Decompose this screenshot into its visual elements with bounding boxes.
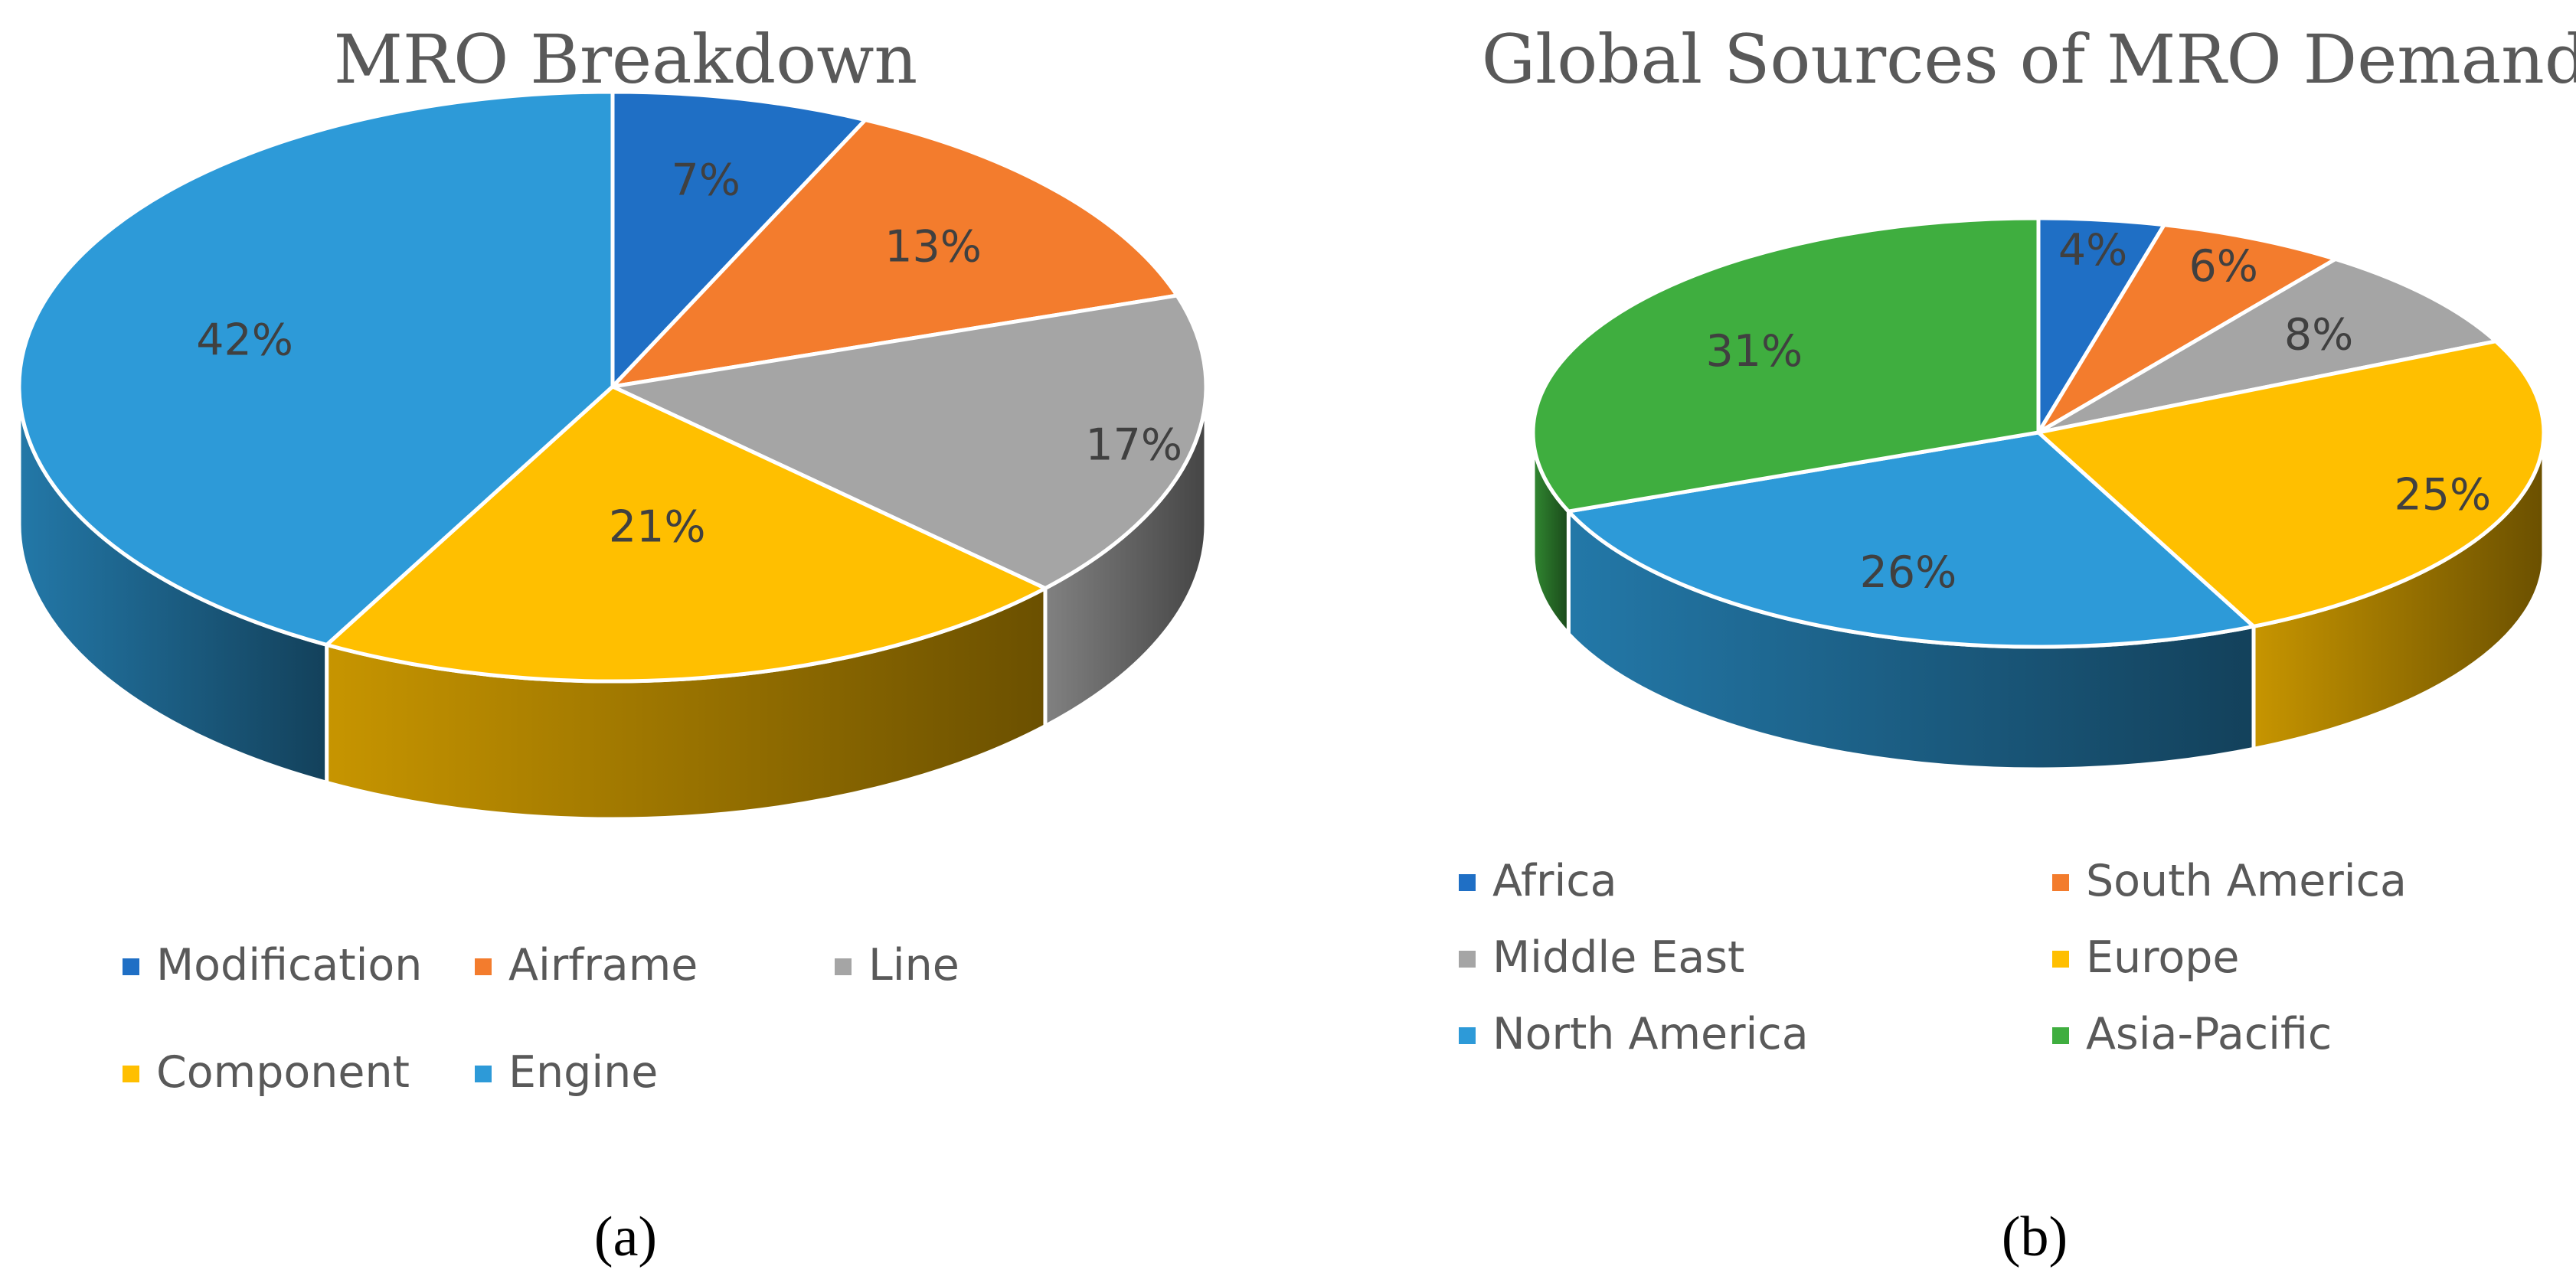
chart-b-title: Global Sources of MRO Demand: [1482, 20, 2576, 99]
chart-b-data-label-south-america: 6%: [2189, 241, 2257, 292]
chart-b-data-label-north-america: 26%: [1860, 547, 1957, 598]
chart-a-data-label-component: 21%: [609, 502, 706, 553]
chart-b-data-labels: 4% 6% 8% 25% 26% 31%: [1705, 225, 2491, 598]
chart-a-legend-label-modification: Modification: [156, 940, 422, 991]
chart-a-legend-swatch-modification: [123, 958, 139, 975]
chart-a-slices: [17, 90, 1208, 684]
chart-a-data-label-modification: 7%: [672, 155, 740, 205]
chart-a-legend-label-engine: Engine: [508, 1047, 658, 1098]
chart-b-data-label-middle-east: 8%: [2284, 309, 2353, 360]
chart-b-legend-label-middle-east: Middle East: [1492, 932, 1744, 983]
chart-b-data-label-asia-pacific: 31%: [1705, 326, 1803, 377]
chart-a-legend-label-line: Line: [868, 940, 959, 991]
chart-a-title: MRO Breakdown: [334, 20, 917, 99]
chart-b-legend-item-europe: Europe: [2052, 932, 2239, 983]
chart-a-legend-swatch-engine: [475, 1066, 492, 1082]
chart-a-legend-swatch-component: [123, 1066, 139, 1082]
chart-b-legend-item-asia-pacific: Asia-Pacific: [2052, 1009, 2332, 1059]
chart-a-legend-swatch-airframe: [475, 958, 492, 975]
chart-b-legend-item-middle-east: Middle East: [1459, 932, 1744, 983]
chart-b-legend-item-africa: Africa: [1459, 856, 1617, 906]
chart-b-legend-item-north-america: North America: [1459, 1009, 1809, 1059]
chart-b-pie: 4% 6% 8% 25% 26% 31%: [1531, 216, 2546, 772]
chart-a-data-label-airframe: 13%: [884, 222, 982, 273]
chart-b-legend-label-asia-pacific: Asia-Pacific: [2086, 1009, 2332, 1059]
chart-b-legend-swatch-middle-east: [1459, 951, 1476, 968]
chart-b-legend-swatch-europe: [2052, 951, 2069, 968]
chart-a-slice-airframe: [610, 118, 1179, 389]
chart-b-slice-south-america: [2036, 223, 2338, 435]
chart-b-data-label-europe: 25%: [2394, 470, 2491, 521]
chart-a-legend-swatch-line: [835, 958, 852, 975]
chart-a-data-label-engine: 42%: [196, 315, 293, 366]
chart-a-data-label-line: 17%: [1085, 420, 1182, 471]
chart-b-slice-asia-pacific: [1531, 216, 2041, 514]
chart-a-legend-item-engine: Engine: [475, 1047, 658, 1098]
chart-a-legend-item-airframe: Airframe: [475, 940, 698, 991]
chart-b-legend-item-south-america: South America: [2052, 856, 2407, 906]
chart-b-slices: [1531, 216, 2546, 649]
chart-b-legend-label-north-america: North America: [1492, 1009, 1809, 1059]
chart-a-legend-item-component: Component: [123, 1047, 410, 1098]
chart-b-legend: Africa South America Middle East Europe Nort…: [1459, 856, 2407, 1059]
chart-a-legend-label-component: Component: [156, 1047, 410, 1098]
chart-b-slice-north-america: [1566, 430, 2256, 649]
chart-a: MRO Breakdown 7% 13% 17% 21% 42% Modificatio…: [17, 20, 1208, 1268]
chart-a-data-labels: 7% 13% 17% 21% 42%: [196, 155, 1182, 552]
chart-b-legend-swatch-asia-pacific: [2052, 1027, 2069, 1044]
chart-b-legend-swatch-africa: [1459, 874, 1476, 891]
chart-a-legend-item-line: Line: [835, 940, 959, 991]
chart-b-legend-label-south-america: South America: [2086, 856, 2407, 906]
chart-b-legend-label-africa: Africa: [1492, 856, 1617, 906]
chart-a-slice-engine: [17, 90, 615, 647]
chart-b-slice-europe: [2036, 339, 2546, 628]
chart-a-legend: Modification Airframe Line Component Engine: [123, 940, 959, 1098]
chart-a-slice-modification: [610, 90, 868, 389]
chart-a-pie: 7% 13% 17% 21% 42%: [17, 90, 1208, 821]
chart-b-legend-swatch-south-america: [2052, 874, 2069, 891]
chart-a-slice-line: [610, 293, 1208, 591]
chart-b: Global Sources of MRO Demand 4% 6% 8% 25% 26…: [1459, 20, 2576, 1268]
chart-b-legend-swatch-north-america: [1459, 1027, 1476, 1044]
chart-a-caption: (a): [594, 1206, 657, 1268]
chart-a-legend-item-modification: Modification: [123, 940, 422, 991]
chart-b-caption: (b): [2002, 1206, 2068, 1268]
chart-b-slice-middle-east: [2036, 256, 2498, 435]
chart-b-data-label-africa: 4%: [2058, 225, 2127, 276]
chart-a-slice-component: [325, 384, 1048, 684]
chart-a-legend-label-airframe: Airframe: [508, 940, 698, 991]
chart-b-legend-label-europe: Europe: [2086, 932, 2239, 983]
